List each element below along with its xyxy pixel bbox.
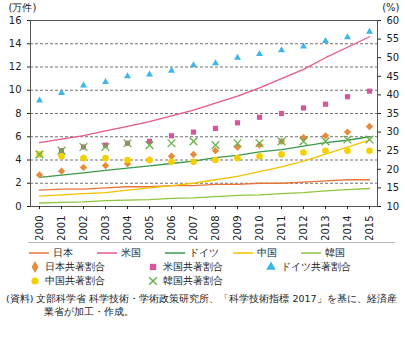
svg-text:10: 10 xyxy=(387,201,400,212)
html-text:ドイツ共著割合: ドイツ共著割合 xyxy=(281,261,351,272)
svg-text:(万件): (万件) xyxy=(9,2,37,13)
svg-text:12: 12 xyxy=(9,61,22,72)
svg-text:2011: 2011 xyxy=(276,216,287,241)
svg-text:2010: 2010 xyxy=(254,216,265,241)
svg-text:14: 14 xyxy=(9,38,22,49)
html-text:韓国共著割合: 韓国共著割合 xyxy=(163,275,223,286)
html-text:ドイツ: ドイツ xyxy=(189,247,219,258)
svg-text:2012: 2012 xyxy=(298,216,309,241)
html-text:中国共著割合: 中国共著割合 xyxy=(45,275,105,286)
svg-text:10: 10 xyxy=(9,84,22,95)
svg-text:2001: 2001 xyxy=(56,216,67,241)
svg-text:8: 8 xyxy=(15,108,21,119)
svg-text:40: 40 xyxy=(387,89,400,100)
svg-text:4: 4 xyxy=(15,154,21,165)
svg-text:2: 2 xyxy=(15,177,21,188)
svg-text:15: 15 xyxy=(387,182,400,193)
svg-text:2009: 2009 xyxy=(232,216,243,241)
svg-text:45: 45 xyxy=(387,71,400,82)
svg-text:60: 60 xyxy=(387,15,400,26)
svg-text:2004: 2004 xyxy=(122,216,133,241)
html-text:韓国: 韓国 xyxy=(325,247,345,258)
html-text:中国: 中国 xyxy=(257,247,277,258)
svg-text:2006: 2006 xyxy=(166,216,177,241)
svg-text:20: 20 xyxy=(387,164,400,175)
svg-text:2002: 2002 xyxy=(78,216,89,241)
html-text:日本共著割合: 日本共著割合 xyxy=(45,261,105,272)
svg-text:0: 0 xyxy=(15,201,21,212)
html-text:米国: 米国 xyxy=(121,247,141,258)
svg-text:2005: 2005 xyxy=(144,216,155,241)
svg-text:2003: 2003 xyxy=(100,216,111,241)
svg-text:2008: 2008 xyxy=(210,216,221,241)
svg-text:6: 6 xyxy=(15,131,21,142)
html-text:日本: 日本 xyxy=(53,247,73,258)
svg-text:2007: 2007 xyxy=(188,216,199,241)
svg-text:2014: 2014 xyxy=(342,216,353,241)
html-text:米国共著割合: 米国共著割合 xyxy=(163,261,223,272)
svg-text:55: 55 xyxy=(387,33,400,44)
html-text:(資料) 文部科学省 科学技術・学術政策研究所、「科学技術指: (資料) 文部科学省 科学技術・学術政策研究所、「科学技術指標 2017」を基に… xyxy=(6,293,397,317)
svg-text:2013: 2013 xyxy=(320,216,331,241)
svg-text:16: 16 xyxy=(9,15,22,26)
svg-text:(%): (%) xyxy=(382,2,399,13)
svg-text:35: 35 xyxy=(387,108,400,119)
svg-text:2015: 2015 xyxy=(364,216,375,241)
svg-text:30: 30 xyxy=(387,126,400,137)
svg-text:2000: 2000 xyxy=(34,216,45,241)
svg-text:25: 25 xyxy=(387,145,400,156)
svg-text:50: 50 xyxy=(387,52,400,63)
